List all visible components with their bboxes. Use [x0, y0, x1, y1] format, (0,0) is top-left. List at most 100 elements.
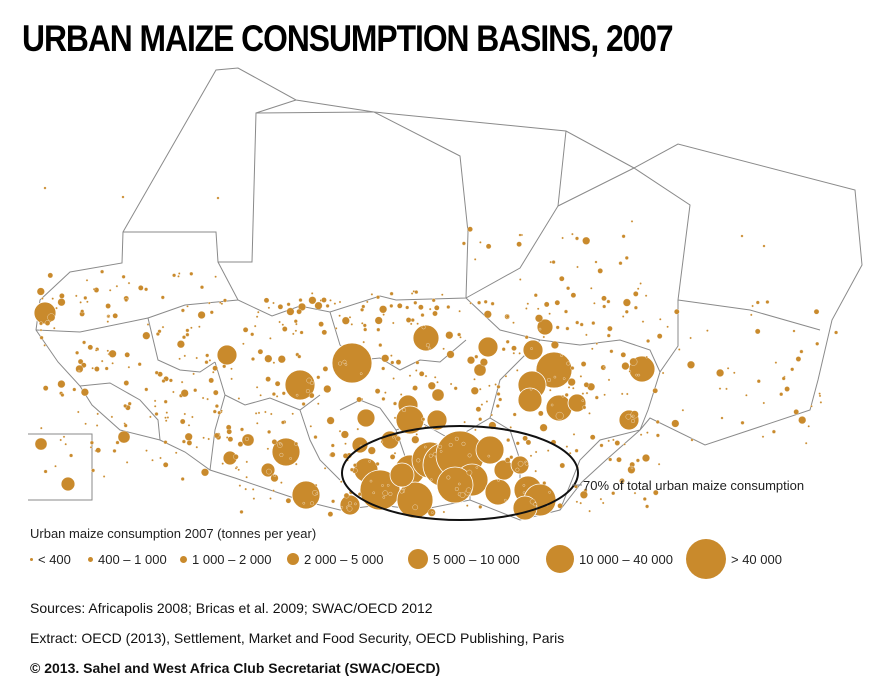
city-circle-small: [151, 458, 154, 462]
city-circle-small: [366, 300, 369, 304]
city-circle-small: [771, 429, 776, 434]
city-circle-small: [172, 273, 177, 278]
city-circle-large: [351, 436, 369, 454]
city-circle-small: [270, 412, 273, 416]
city-circle-small: [374, 316, 383, 325]
city-circle-small: [294, 441, 299, 446]
city-circle-small: [269, 497, 272, 500]
city-circle-small: [659, 318, 662, 321]
city-circle-small: [655, 419, 660, 424]
city-circle-small: [344, 442, 347, 445]
city-circle-small: [678, 348, 681, 351]
city-circle-small: [459, 492, 466, 498]
city-circle-small: [161, 379, 166, 383]
city-circle-small: [583, 382, 590, 388]
city-circle-small: [804, 441, 808, 445]
city-circle-small: [145, 449, 148, 452]
city-circle-small: [457, 332, 462, 337]
city-circle-small: [381, 354, 390, 363]
city-circle-small: [509, 426, 512, 429]
city-circle-small: [553, 375, 557, 379]
city-circle-small: [329, 451, 336, 458]
city-circle-small: [348, 316, 352, 319]
city-circle-small: [293, 319, 298, 324]
city-circle-small: [123, 403, 128, 408]
city-circle-small: [295, 393, 299, 397]
city-circle-small: [361, 304, 366, 309]
city-circle-small: [522, 435, 528, 442]
city-circle-small: [265, 376, 271, 382]
city-circle-small: [281, 391, 286, 396]
city-circle-small: [356, 396, 362, 403]
city-circle-small: [630, 410, 639, 419]
city-circle-small: [467, 226, 473, 232]
city-circle-small: [496, 392, 501, 396]
city-circle-small: [154, 370, 159, 375]
legend-label: < 400: [38, 551, 71, 567]
city-circle-small: [497, 479, 500, 482]
city-circle-small: [619, 479, 624, 484]
city-circle-small: [291, 412, 294, 416]
city-circle-small: [431, 511, 434, 514]
city-circle-small: [624, 309, 629, 314]
city-circle-small: [59, 438, 62, 442]
city-circle-small: [487, 454, 491, 458]
city-circle-small: [479, 358, 488, 367]
city-circle-small: [237, 468, 240, 472]
city-circle-small: [108, 349, 117, 358]
city-circle-small: [478, 504, 483, 509]
city-circle-small: [257, 348, 264, 355]
city-circle-small: [626, 392, 629, 396]
city-circle-large: [473, 363, 487, 377]
city-circle-small: [201, 396, 205, 400]
city-circle-small: [517, 460, 524, 467]
city-circle-small: [163, 399, 168, 404]
city-circle-small: [548, 491, 551, 494]
city-circle-small: [611, 491, 616, 496]
city-circle-small: [627, 465, 636, 474]
city-circle-small: [555, 325, 560, 330]
city-circle-small: [362, 323, 367, 328]
city-circle-small: [222, 364, 227, 369]
city-circle-small: [441, 293, 444, 296]
city-circle-small: [240, 427, 244, 432]
city-circle-small: [255, 386, 259, 389]
city-circle-small: [415, 433, 418, 436]
city-circle-small: [220, 409, 223, 413]
city-circle-small: [585, 391, 589, 395]
city-circle-small: [382, 496, 386, 499]
city-circle-small: [183, 354, 187, 358]
city-circle-small: [310, 501, 315, 506]
city-circle-small: [413, 300, 418, 305]
city-circle-small: [245, 475, 248, 479]
city-circle-small: [39, 335, 44, 340]
city-circle-small: [308, 392, 315, 399]
city-circle-small: [237, 397, 241, 400]
city-circle-small: [281, 420, 285, 425]
city-circle-small: [204, 360, 209, 365]
city-circle-small: [639, 282, 642, 285]
city-circle-small: [329, 299, 332, 302]
city-circle-small: [397, 303, 403, 309]
city-circle-small: [242, 342, 245, 346]
city-circle-small: [504, 374, 508, 378]
city-circle-small: [298, 302, 306, 311]
city-circle-small: [149, 415, 152, 419]
legend-label: 400 – 1 000: [98, 551, 167, 567]
city-circle-small: [112, 448, 117, 453]
legend-label: > 40 000: [731, 551, 782, 567]
basin-annotation: 70% of total urban maize consumption: [583, 478, 805, 493]
city-circle-small: [89, 440, 94, 445]
legend-symbol: [30, 557, 33, 561]
city-circle-small: [575, 320, 580, 325]
city-circle-small: [488, 384, 491, 388]
city-circle-small: [624, 255, 629, 260]
city-circle-small: [212, 370, 215, 374]
city-circle-small: [242, 327, 249, 333]
city-circle-small: [421, 325, 426, 330]
city-circle-small: [263, 297, 270, 304]
city-circle-small: [292, 332, 295, 336]
city-circle-small: [542, 481, 547, 486]
city-circle-small: [343, 492, 350, 499]
city-circle-small: [272, 361, 276, 364]
